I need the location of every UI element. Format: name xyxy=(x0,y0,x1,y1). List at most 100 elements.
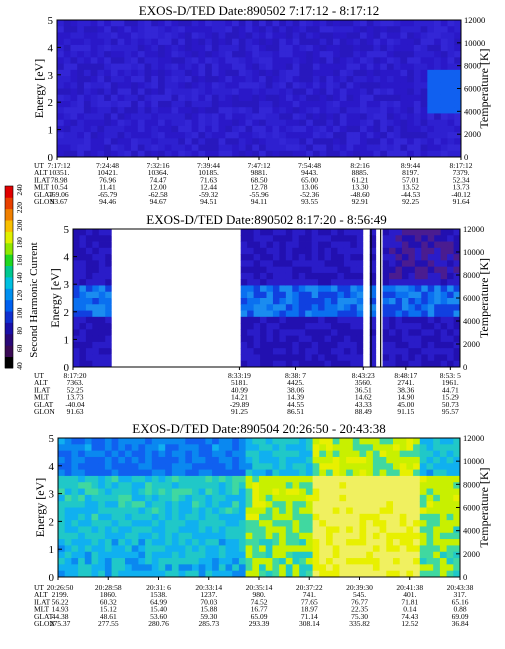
heatmap-cell xyxy=(285,113,294,121)
heatmap-cell xyxy=(259,539,267,546)
heatmap-cell xyxy=(158,150,166,158)
heatmap-cell xyxy=(171,539,179,546)
heatmap-cell xyxy=(110,119,118,127)
heatmap-cell xyxy=(363,298,371,305)
heatmap-cell xyxy=(211,38,219,46)
heatmap-cell xyxy=(318,323,325,330)
heatmap-cell xyxy=(143,272,151,280)
heatmap-cell xyxy=(131,545,139,553)
heatmap-cell xyxy=(413,526,421,534)
y-tick-label: 1 xyxy=(64,334,70,346)
heatmap-cell xyxy=(292,507,300,515)
heatmap-cell xyxy=(221,229,229,236)
heatmap-cell xyxy=(238,444,246,452)
heatmap-cell xyxy=(84,564,92,572)
heatmap-cell xyxy=(319,494,327,502)
heatmap-cell xyxy=(434,235,442,242)
heatmap-cell xyxy=(353,44,361,52)
heatmap-cell xyxy=(70,32,78,40)
heatmap-cell xyxy=(366,475,374,483)
heatmap-cell xyxy=(205,125,213,133)
heatmap-cell xyxy=(265,558,273,565)
heatmap-cell xyxy=(124,44,132,52)
heatmap-cell xyxy=(265,144,273,152)
heatmap-cell xyxy=(353,144,361,152)
heatmap-cell xyxy=(339,51,347,58)
table-cell: 8:38: 7 xyxy=(285,371,306,380)
heatmap-cell xyxy=(191,144,199,152)
heatmap-cell xyxy=(131,144,139,152)
heatmap-cell xyxy=(171,494,179,502)
heatmap-cell xyxy=(346,113,354,121)
heatmap-cell xyxy=(446,450,454,458)
heatmap-cell xyxy=(169,254,177,261)
heatmap-cell xyxy=(111,532,119,540)
heatmap-cell xyxy=(247,298,254,305)
table-cell: 20:35:14 xyxy=(246,583,273,592)
heatmap-cell xyxy=(299,57,307,64)
heatmap-cell xyxy=(447,88,455,96)
heatmap-cell xyxy=(208,285,216,293)
heatmap-cell xyxy=(305,539,313,546)
heatmap-cell xyxy=(91,532,99,540)
heatmap-cell xyxy=(413,63,421,71)
heatmap-cell xyxy=(63,82,71,89)
heatmap-cell xyxy=(195,260,203,268)
heatmap-cell xyxy=(259,532,267,540)
heatmap-cell xyxy=(111,475,119,483)
heatmap-cell xyxy=(339,551,347,559)
heatmap-cell xyxy=(401,341,409,349)
heatmap-cell xyxy=(232,488,240,496)
heatmap-cell xyxy=(225,88,233,96)
heatmap-cell xyxy=(453,488,461,496)
heatmap-cell xyxy=(125,551,133,559)
heatmap-cell xyxy=(331,360,338,368)
heatmap-cell xyxy=(265,456,273,464)
heatmap-cell xyxy=(395,310,403,318)
heatmap-cell xyxy=(131,82,139,89)
heatmap-cell xyxy=(137,247,145,255)
heatmap-cell xyxy=(346,570,354,578)
heatmap-cell xyxy=(433,475,441,483)
heatmap-cell xyxy=(227,348,235,355)
heatmap-cell xyxy=(272,360,280,368)
heatmap-cell xyxy=(158,38,166,46)
heatmap-cell xyxy=(454,38,462,46)
heatmap-cell xyxy=(84,469,92,477)
heatmap-cell xyxy=(191,69,199,77)
heatmap-cell xyxy=(111,469,119,477)
heatmap-cell xyxy=(131,150,139,158)
heatmap-cell xyxy=(299,113,307,121)
heatmap-cell xyxy=(227,266,235,274)
heatmap-cell xyxy=(73,229,80,236)
heatmap-cell xyxy=(212,520,220,527)
heatmap-cell xyxy=(176,335,184,343)
heatmap-cell xyxy=(218,63,226,71)
heatmap-cell xyxy=(434,279,442,286)
heatmap-cell xyxy=(440,107,448,114)
heatmap-cell xyxy=(218,438,226,445)
heatmap-cell xyxy=(453,520,461,527)
heatmap-cell xyxy=(211,138,219,145)
heatmap-cell xyxy=(90,20,98,27)
heatmap-cell xyxy=(214,323,222,330)
heatmap-cell xyxy=(408,260,416,268)
heatmap-cell xyxy=(382,229,390,236)
table-cell: 7:17:12 xyxy=(48,161,71,170)
heatmap-cell xyxy=(247,323,254,330)
heatmap-cell xyxy=(171,488,179,496)
heatmap-cell xyxy=(110,150,118,158)
heatmap-cell xyxy=(333,26,341,33)
heatmap-cell xyxy=(399,469,407,477)
heatmap-cell xyxy=(70,57,78,64)
heatmap-cell xyxy=(104,107,112,114)
heatmap-cell xyxy=(137,63,145,71)
heatmap-cell xyxy=(326,119,334,127)
heatmap-cell xyxy=(192,438,200,445)
heatmap-cell xyxy=(326,38,334,46)
heatmap-cell xyxy=(360,138,368,145)
heatmap-cell xyxy=(158,570,166,578)
heatmap-cell xyxy=(137,310,145,318)
heatmap-cell xyxy=(366,463,374,470)
heatmap-cell xyxy=(346,82,354,89)
